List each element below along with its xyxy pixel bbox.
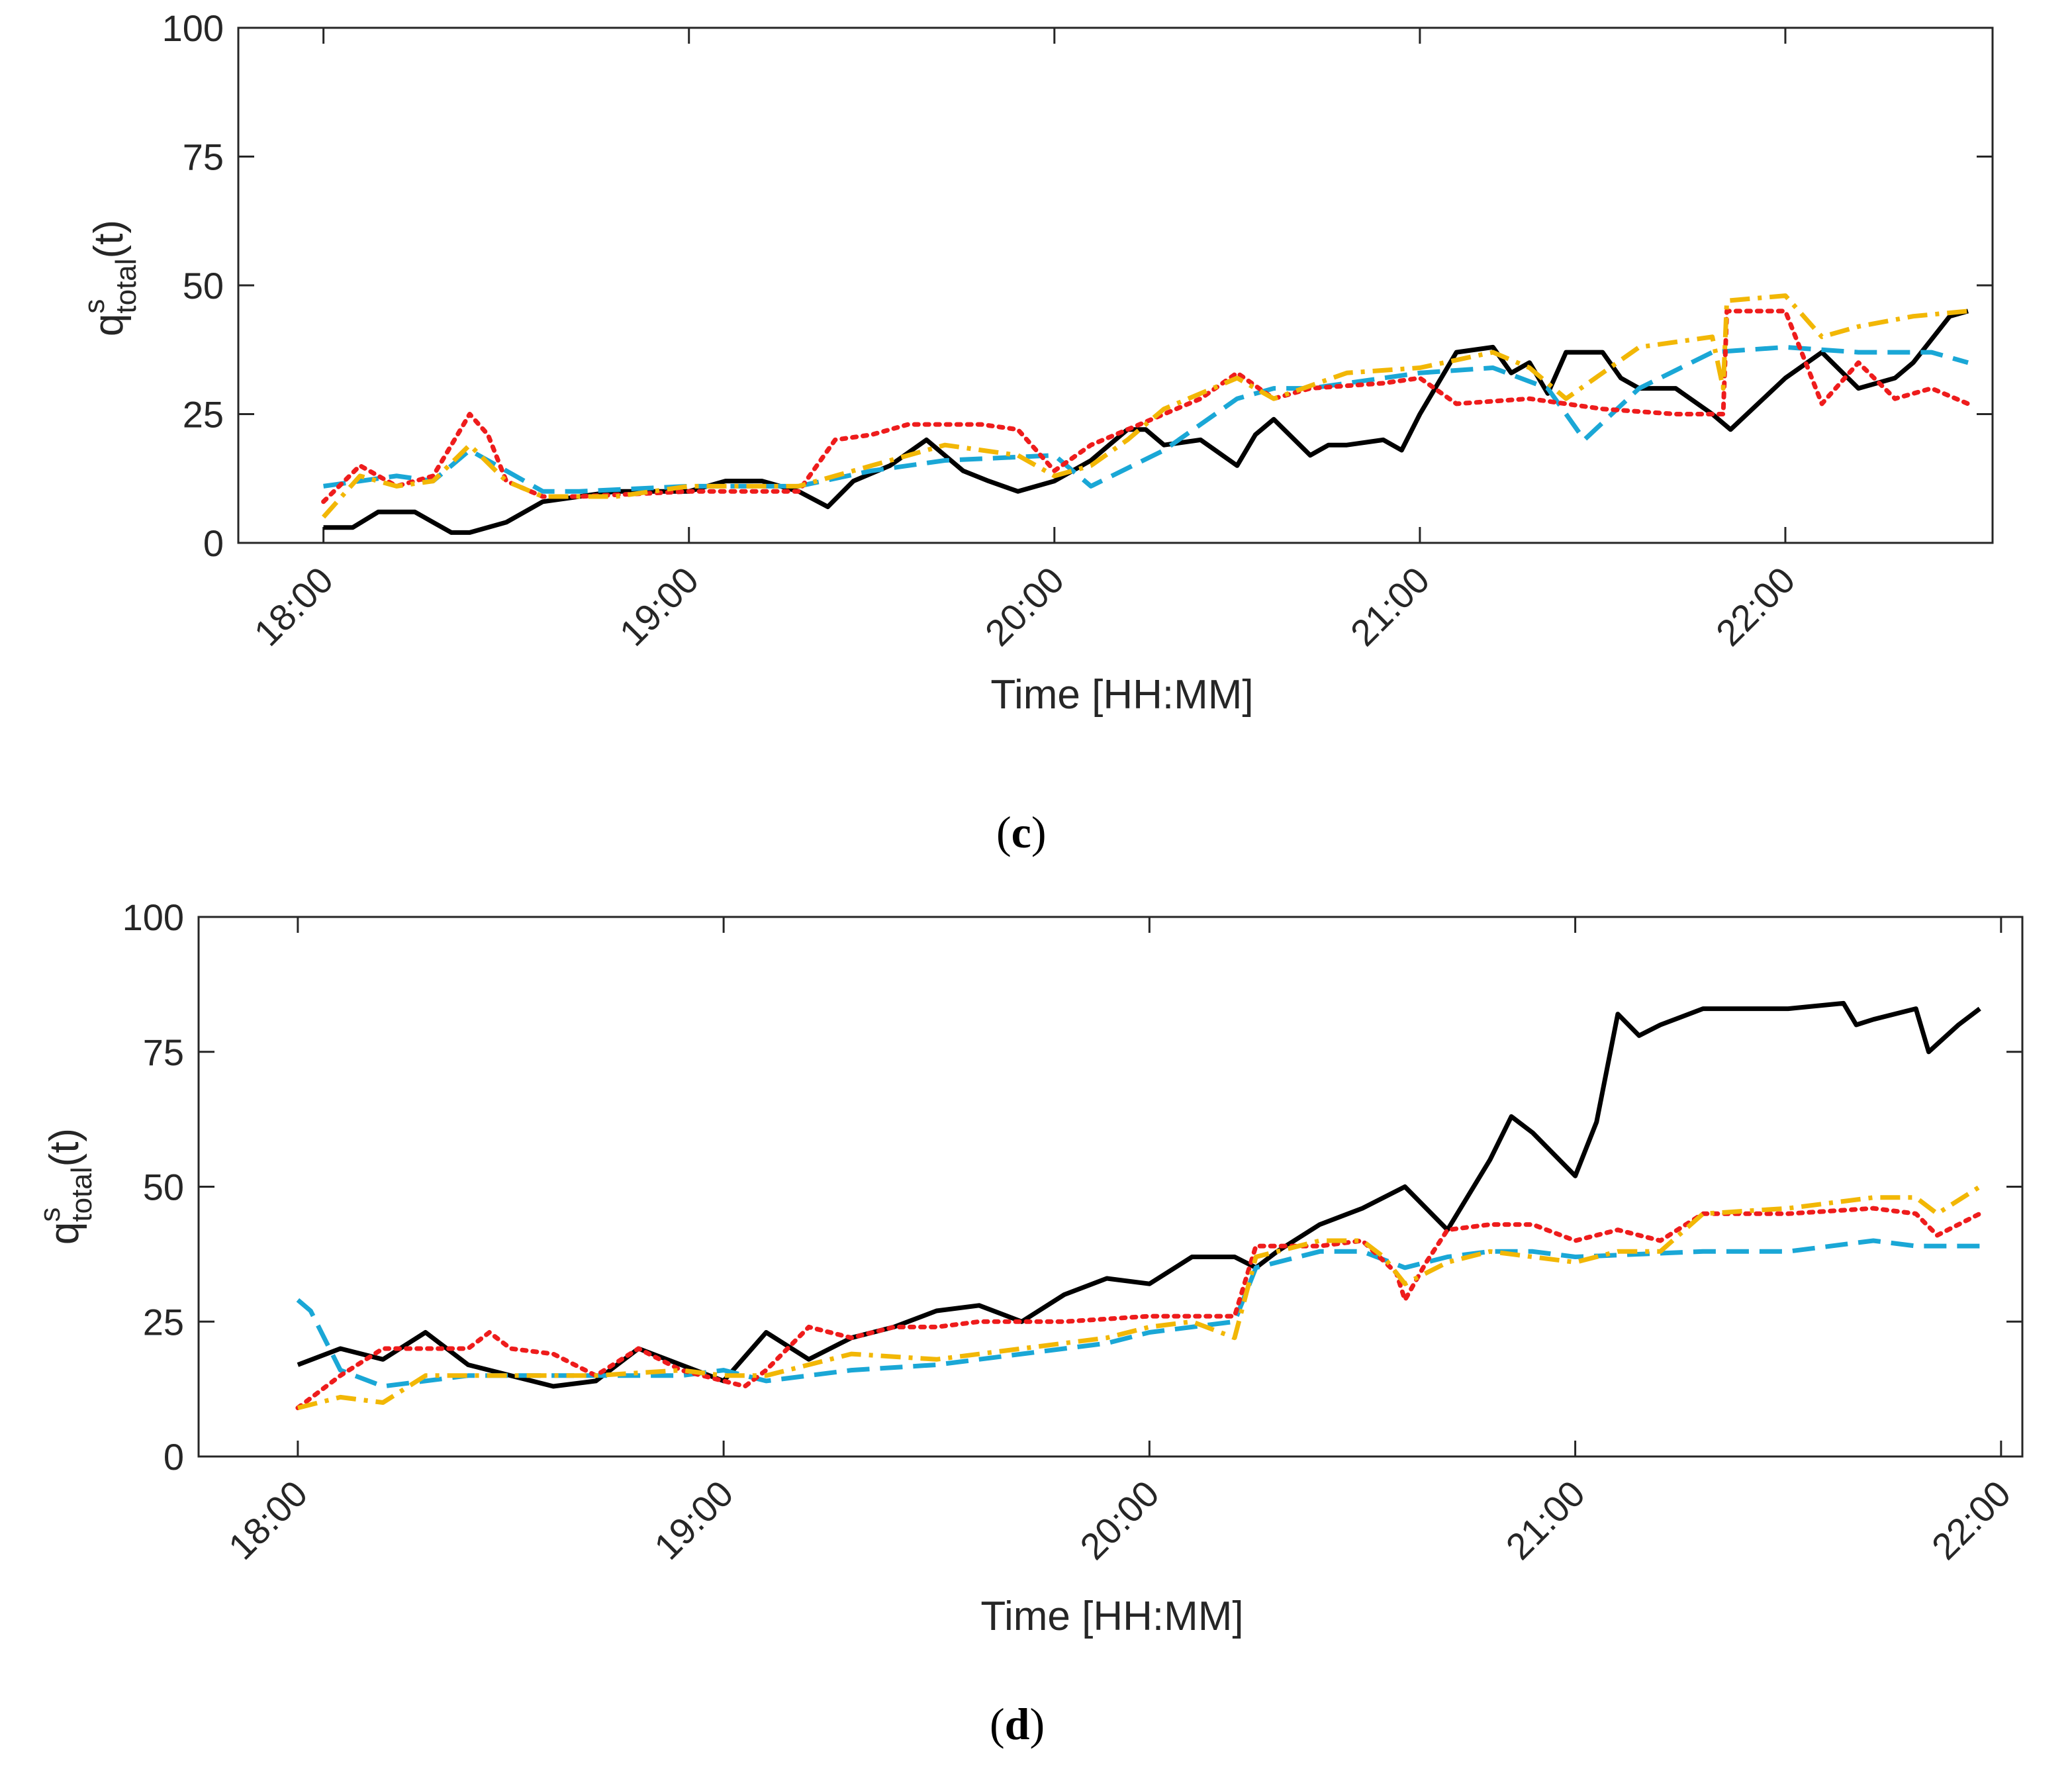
y-tick-label: 50	[143, 1167, 184, 1208]
series-line-3	[295, 1206, 1983, 1411]
y-tick-label: 25	[143, 1301, 184, 1343]
chart-panel-c: 0 25 50 75 100 18:00 19:00 20:00 21:00 22:00 Time…	[78, 7, 1994, 718]
x-tick-label: 21:00	[1342, 559, 1438, 654]
x-tick-label: 20:00	[1072, 1472, 1167, 1568]
x-tick-label: 20:00	[977, 559, 1072, 654]
y-axis-label: qstotal(t)	[78, 220, 142, 336]
series-line-1	[297, 1000, 1981, 1389]
y-tick-label: 75	[183, 136, 224, 178]
series-line-4	[297, 1184, 1981, 1410]
x-axis-label: Time [HH:MM]	[980, 1594, 1243, 1639]
series-line-4	[321, 293, 1969, 519]
series-line-3	[321, 309, 1971, 504]
y-tick-label: 50	[183, 265, 224, 307]
panel-label-d: (d)	[990, 1699, 1045, 1749]
x-tick-label: 18:00	[220, 1472, 316, 1568]
x-tick-label: 21:00	[1497, 1472, 1593, 1568]
x-tick-label: 19:00	[646, 1472, 741, 1568]
y-tick-label: 0	[203, 522, 224, 564]
x-tick-label: 22:00	[1924, 1472, 2019, 1568]
y-tick-label: 75	[143, 1031, 184, 1073]
x-tick-label: 19:00	[612, 559, 707, 654]
y-tick-label: 100	[162, 7, 224, 49]
x-tick-label: 18:00	[246, 559, 341, 654]
y-tick-label: 0	[164, 1436, 184, 1478]
chart-panel-d: 0 25 50 75 100 18:00 19:00 20:00 21:00 22:00 Time…	[34, 896, 2024, 1639]
panel-label-c: (c)	[996, 807, 1047, 857]
y-tick-label: 100	[122, 896, 184, 938]
y-axis-label: qstotal(t)	[34, 1128, 98, 1245]
y-tick-label: 25	[183, 394, 224, 436]
series-line-2	[296, 1238, 1980, 1389]
x-axis-label: Time [HH:MM]	[990, 672, 1253, 718]
series-line-2	[323, 344, 1969, 494]
x-tick-label: 22:00	[1708, 559, 1803, 654]
